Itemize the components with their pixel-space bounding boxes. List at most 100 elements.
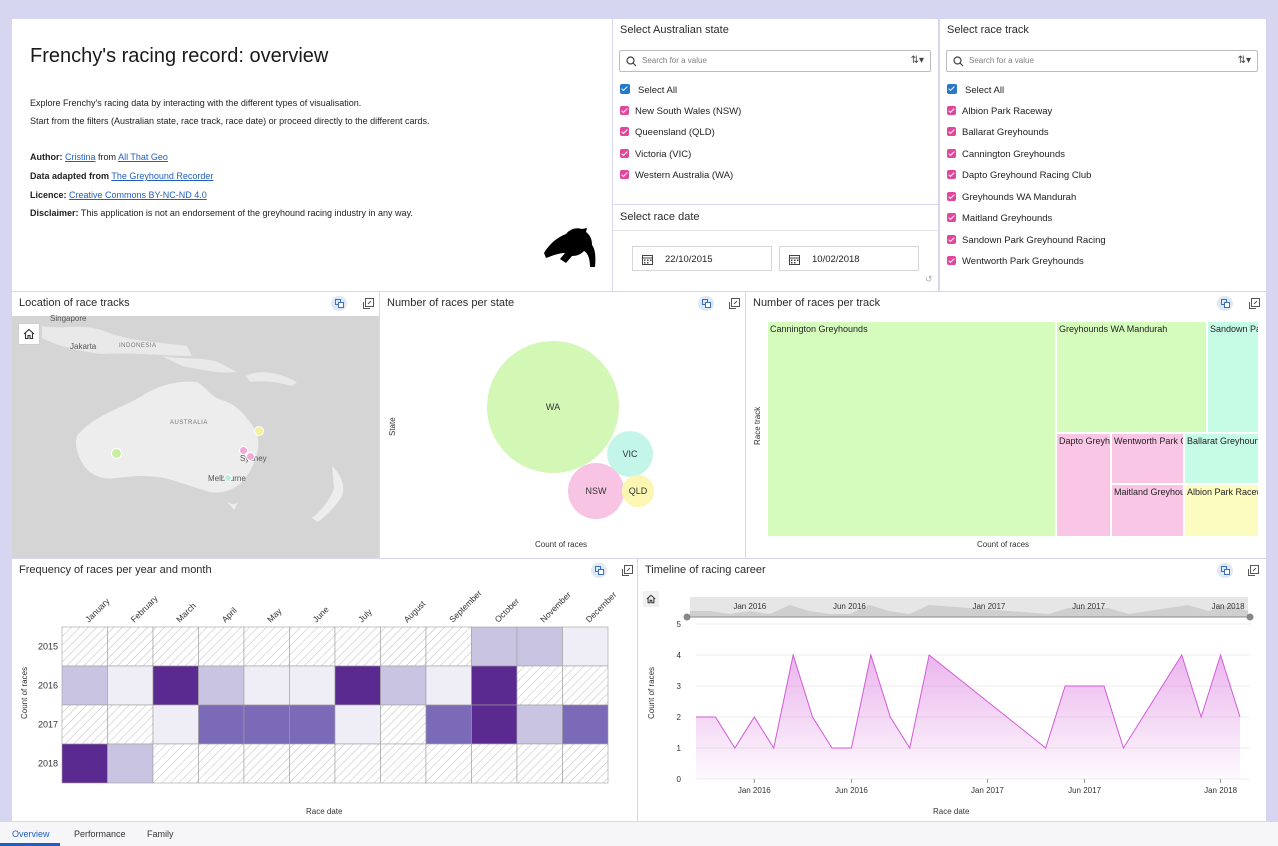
treemap-cell[interactable]: Cannington Greyhounds: [768, 322, 1056, 536]
state-option[interactable]: Victoria (VIC): [620, 149, 691, 160]
map-marker-wa[interactable]: [111, 448, 122, 459]
heatmap-cell[interactable]: [425, 704, 472, 745]
track-option[interactable]: Wentworth Park Greyhounds: [947, 256, 1084, 267]
heatmap-cell[interactable]: [107, 665, 154, 706]
treemap-cell[interactable]: Ballarat Greyhounds: [1185, 434, 1258, 484]
heatmap-cell[interactable]: [243, 626, 290, 667]
heatmap-cell[interactable]: [516, 626, 563, 667]
treemap-cell[interactable]: Greyhounds WA Mandurah: [1057, 322, 1207, 433]
heatmap-cell[interactable]: [471, 626, 518, 667]
state-option[interactable]: Western Australia (WA): [620, 170, 733, 181]
licence-link[interactable]: Creative Commons BY-NC-ND 4.0: [69, 190, 207, 200]
heatmap-cell[interactable]: [380, 665, 427, 706]
heatmap-cell[interactable]: [380, 704, 427, 745]
heatmap-cell[interactable]: [198, 665, 245, 706]
heatmap-cell[interactable]: [562, 743, 609, 784]
heatmap-cell[interactable]: [243, 704, 290, 745]
treemap-cell[interactable]: Maitland Greyhounds: [1112, 485, 1184, 536]
heatmap-cell[interactable]: [471, 704, 518, 745]
track-option[interactable]: Sandown Park Greyhound Racing: [947, 235, 1106, 246]
filter-icon[interactable]: [331, 296, 347, 311]
track-select-all[interactable]: Select All: [947, 84, 1004, 96]
heatmap-cell[interactable]: [425, 626, 472, 667]
heatmap-cell[interactable]: [334, 626, 381, 667]
expand-icon[interactable]: [620, 563, 634, 577]
range-handle-end[interactable]: [1246, 613, 1254, 621]
heatmap-cell[interactable]: [471, 743, 518, 784]
heatmap-cell[interactable]: [516, 704, 563, 745]
heatmap-cell[interactable]: [107, 626, 154, 667]
tab-performance[interactable]: Performance: [74, 829, 126, 839]
end-date-input[interactable]: 10/02/2018: [779, 246, 919, 271]
reset-icon[interactable]: ↺: [925, 274, 933, 284]
heatmap-cell[interactable]: [334, 743, 381, 784]
heatmap-cell[interactable]: [562, 626, 609, 667]
org-link[interactable]: All That Geo: [118, 152, 168, 162]
filter-icon[interactable]: [1217, 563, 1233, 578]
heatmap-cell[interactable]: [61, 743, 108, 784]
heatmap-cell[interactable]: [152, 626, 199, 667]
range-handle-start[interactable]: [683, 613, 691, 621]
heatmap-cell[interactable]: [243, 743, 290, 784]
heatmap-cell[interactable]: [334, 704, 381, 745]
heatmap-cell[interactable]: [61, 704, 108, 745]
heatmap-cell[interactable]: [562, 704, 609, 745]
track-option[interactable]: Ballarat Greyhounds: [947, 127, 1049, 138]
heatmap-cell[interactable]: [289, 704, 336, 745]
expand-icon[interactable]: [361, 296, 375, 310]
heatmap-cell[interactable]: [334, 665, 381, 706]
expand-icon[interactable]: [1247, 296, 1261, 310]
bubble-nsw[interactable]: [567, 462, 625, 520]
heatmap-cell[interactable]: [198, 704, 245, 745]
track-option[interactable]: Cannington Greyhounds: [947, 149, 1065, 160]
map-marker-vic[interactable]: [224, 474, 232, 482]
bubble-vic[interactable]: [607, 431, 653, 477]
bubble-wa[interactable]: [487, 341, 619, 473]
treemap-cell[interactable]: Wentworth Park Greyhounds: [1112, 434, 1184, 484]
timeline-line[interactable]: [696, 653, 1241, 750]
heatmap-cell[interactable]: [516, 743, 563, 784]
start-date-input[interactable]: 22/10/2015: [632, 246, 772, 271]
heatmap-cell[interactable]: [198, 626, 245, 667]
heatmap-cell[interactable]: [425, 743, 472, 784]
track-option[interactable]: Dapto Greyhound Racing Club: [947, 170, 1091, 181]
heatmap-cell[interactable]: [152, 665, 199, 706]
author-link[interactable]: Cristina: [65, 152, 96, 162]
state-option[interactable]: New South Wales (NSW): [620, 106, 741, 117]
sort-icon[interactable]: ⇅▾: [1237, 55, 1251, 66]
heatmap-cell[interactable]: [152, 743, 199, 784]
treemap-cell[interactable]: Sandown Park Greyhound Racing: [1208, 322, 1258, 433]
map-view[interactable]: Singapore Jakarta INDONESIA AUSTRALIA Sy…: [12, 314, 379, 558]
map-marker-nsw[interactable]: [239, 446, 248, 455]
heatmap-cell[interactable]: [471, 665, 518, 706]
track-option[interactable]: Maitland Greyhounds: [947, 213, 1052, 224]
heatmap-cell[interactable]: [289, 665, 336, 706]
map-marker-nsw[interactable]: [246, 452, 255, 461]
state-option[interactable]: Queensland (QLD): [620, 127, 715, 138]
filter-icon[interactable]: [1217, 296, 1233, 311]
treemap-cell[interactable]: Albion Park Raceway: [1185, 485, 1258, 536]
heatmap-cell[interactable]: [380, 626, 427, 667]
data-source-link[interactable]: The Greyhound Recorder: [111, 171, 214, 181]
track-search-input[interactable]: Search for a value ⇅▾: [946, 50, 1258, 72]
tab-family[interactable]: Family: [147, 829, 174, 839]
state-select-all[interactable]: Select All: [620, 84, 677, 96]
expand-icon[interactable]: [727, 296, 741, 310]
treemap-cell[interactable]: Dapto Greyhound Racing Club: [1057, 434, 1111, 536]
home-button[interactable]: [643, 591, 659, 607]
track-option[interactable]: Albion Park Raceway: [947, 106, 1052, 117]
heatmap-cell[interactable]: [152, 704, 199, 745]
heatmap-cell[interactable]: [107, 743, 154, 784]
filter-icon[interactable]: [591, 563, 607, 578]
heatmap-cell[interactable]: [289, 626, 336, 667]
heatmap-cell[interactable]: [289, 743, 336, 784]
sort-icon[interactable]: ⇅▾: [910, 55, 924, 66]
heatmap-cell[interactable]: [243, 665, 290, 706]
state-search-input[interactable]: Search for a value ⇅▾: [619, 50, 931, 72]
track-option[interactable]: Greyhounds WA Mandurah: [947, 192, 1076, 203]
filter-icon[interactable]: [698, 296, 714, 311]
heatmap-cell[interactable]: [562, 665, 609, 706]
tab-overview[interactable]: Overview: [12, 829, 50, 839]
bubble-qld[interactable]: [621, 474, 655, 508]
heatmap-cell[interactable]: [198, 743, 245, 784]
